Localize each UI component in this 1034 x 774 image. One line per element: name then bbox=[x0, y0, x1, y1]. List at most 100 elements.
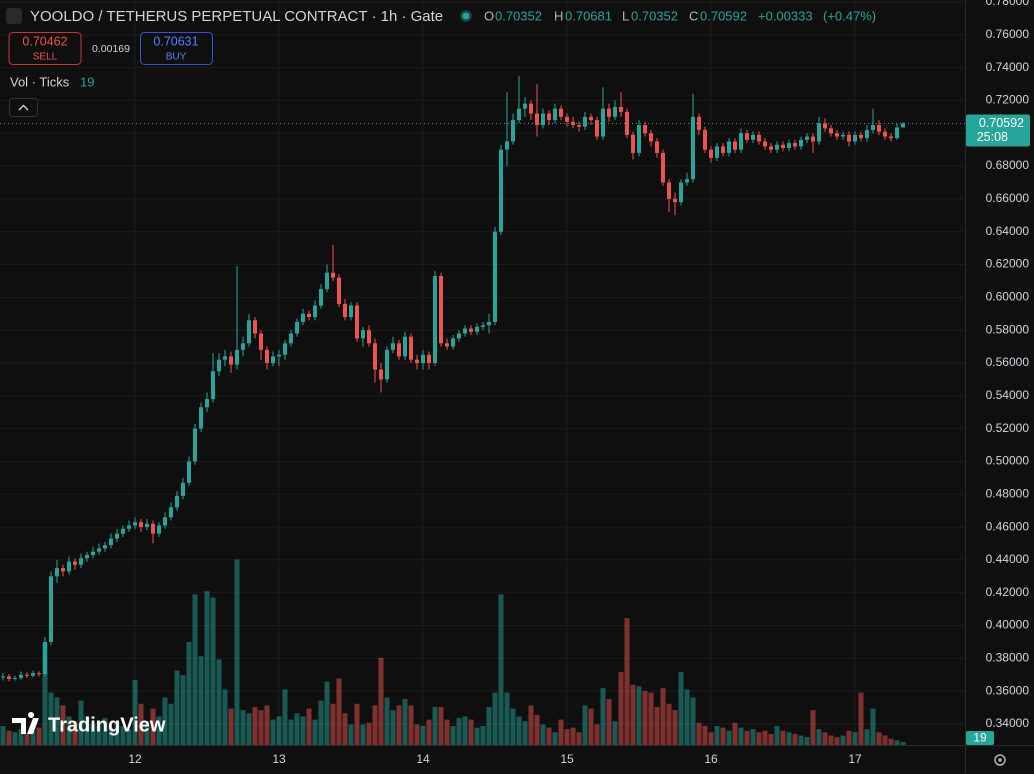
volume-bar bbox=[150, 708, 156, 745]
volume-bar bbox=[750, 729, 756, 745]
candle-body bbox=[163, 517, 167, 526]
volume-bar bbox=[540, 724, 546, 745]
candle-body bbox=[649, 133, 653, 142]
candle-body bbox=[325, 272, 329, 290]
volume-bar bbox=[864, 729, 870, 745]
candle-body bbox=[373, 343, 377, 370]
candle-body bbox=[115, 533, 119, 539]
volume-bar bbox=[834, 737, 840, 745]
volume-bar bbox=[162, 697, 168, 745]
candle-body bbox=[259, 333, 263, 350]
volume-bar bbox=[480, 725, 486, 745]
y-tick-label: 0.52000 bbox=[986, 421, 1030, 435]
buy-button[interactable] bbox=[140, 32, 213, 65]
candle-body bbox=[313, 305, 317, 318]
volume-bar bbox=[54, 697, 60, 745]
candle-body bbox=[409, 336, 413, 360]
trade-panel: 0.70462 SELL 0.00169 0.70631 BUY bbox=[8, 32, 213, 65]
candle-body bbox=[817, 123, 821, 142]
volume-bar bbox=[360, 724, 366, 745]
candle-body bbox=[295, 321, 299, 334]
volume-bar bbox=[492, 692, 498, 745]
candle-body bbox=[139, 522, 143, 528]
volume-bar bbox=[396, 705, 402, 745]
volume-bar bbox=[456, 718, 462, 745]
candle-body bbox=[127, 525, 131, 529]
candle-body bbox=[241, 343, 245, 350]
grid-layer bbox=[0, 0, 965, 745]
volume-bar bbox=[276, 716, 282, 745]
candle-body bbox=[7, 676, 11, 679]
candle-body bbox=[751, 134, 755, 140]
volume-bar bbox=[444, 719, 450, 745]
volume-bar bbox=[378, 657, 384, 745]
volume-bar bbox=[672, 710, 678, 745]
volume-bar bbox=[144, 721, 150, 745]
volume-legend[interactable]: Vol · Ticks bbox=[10, 74, 70, 89]
candle-body bbox=[235, 349, 239, 365]
volume-layer bbox=[0, 559, 906, 745]
volume-bar bbox=[168, 703, 174, 745]
volume-bar bbox=[552, 732, 558, 745]
candle-body bbox=[535, 113, 539, 126]
candle-body bbox=[463, 328, 467, 334]
volume-bar bbox=[222, 689, 228, 745]
candle-body bbox=[679, 182, 683, 203]
candle-body bbox=[37, 673, 41, 675]
volume-bar bbox=[228, 708, 234, 745]
volume-bar bbox=[120, 725, 126, 745]
volume-bar bbox=[432, 706, 438, 745]
candle-body bbox=[661, 152, 665, 183]
candle-body bbox=[385, 349, 389, 380]
volume-bar bbox=[498, 594, 504, 745]
candle-body bbox=[715, 146, 719, 158]
sell-button[interactable] bbox=[8, 32, 82, 65]
candle-body bbox=[889, 136, 893, 139]
candle-body bbox=[865, 129, 869, 139]
candle-body bbox=[415, 359, 419, 363]
candle-body bbox=[19, 674, 23, 679]
collapse-button[interactable] bbox=[9, 98, 38, 117]
y-tick-label: 0.42000 bbox=[986, 585, 1030, 599]
candle-body bbox=[49, 576, 53, 642]
candle-body bbox=[217, 359, 221, 372]
candle-body bbox=[673, 198, 677, 203]
candle-body bbox=[283, 343, 287, 355]
volume-bar bbox=[210, 597, 216, 745]
symbol-title[interactable]: YOOLDO / TETHERUS PERPETUAL CONTRACT · 1… bbox=[30, 8, 443, 25]
volume-bar bbox=[522, 721, 528, 745]
x-tick-label: 12 bbox=[128, 752, 142, 766]
volume-bar bbox=[78, 700, 84, 745]
candle-body bbox=[85, 554, 89, 559]
y-tick-label: 0.56000 bbox=[986, 355, 1030, 369]
y-tick-label: 0.78000 bbox=[986, 0, 1030, 8]
volume-bar bbox=[180, 675, 186, 745]
volume-bar bbox=[48, 692, 54, 745]
candle-body bbox=[781, 144, 785, 149]
volume-bar bbox=[642, 691, 648, 745]
candle-body bbox=[637, 125, 641, 153]
y-tick-label: 0.60000 bbox=[986, 290, 1030, 304]
volume-bar bbox=[900, 741, 906, 745]
volume-bar bbox=[828, 735, 834, 745]
candle-body bbox=[229, 356, 233, 365]
high-label: H bbox=[554, 8, 563, 23]
candle-body bbox=[505, 141, 509, 150]
volume-bar bbox=[384, 697, 390, 745]
high-value: 0.70681 bbox=[565, 8, 612, 23]
candle-body bbox=[403, 336, 407, 357]
buy-price: 0.70631 bbox=[153, 34, 198, 48]
candle-body bbox=[895, 127, 899, 139]
x-tick-label: 16 bbox=[704, 752, 718, 766]
candle-body bbox=[733, 141, 737, 150]
settings-icon[interactable] bbox=[994, 754, 1006, 766]
volume-bar bbox=[768, 733, 774, 745]
candle-body bbox=[13, 678, 17, 680]
y-tick-label: 0.66000 bbox=[986, 191, 1030, 205]
y-tick-label: 0.58000 bbox=[986, 322, 1030, 336]
volume-bar bbox=[516, 716, 522, 745]
candle-body bbox=[601, 108, 605, 137]
candle-body bbox=[757, 134, 761, 142]
volume-bar bbox=[726, 730, 732, 745]
